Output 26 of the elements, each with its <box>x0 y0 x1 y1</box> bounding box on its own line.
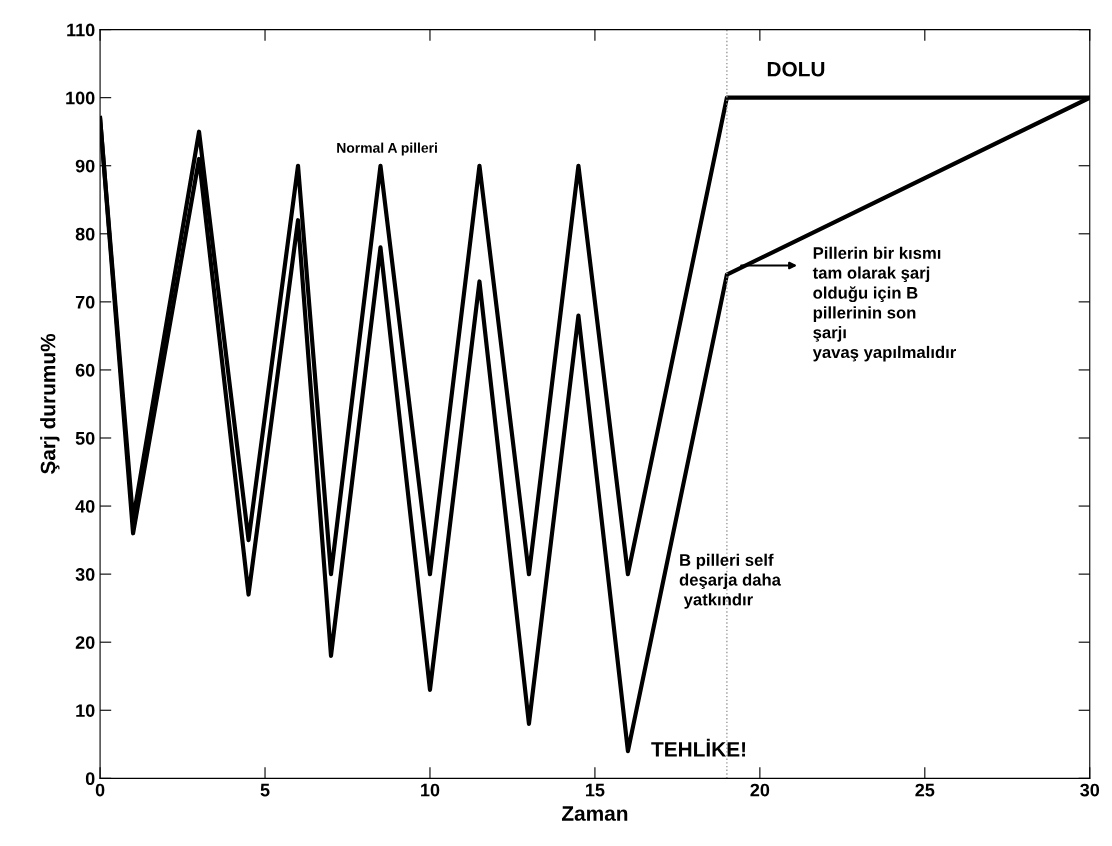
x-tick-label: 30 <box>1080 783 1100 797</box>
annotation: B pilleri self deşarja daha yatkındır <box>679 553 782 609</box>
x-tick-label: 20 <box>750 783 770 797</box>
y-tick-label: 50 <box>75 431 95 445</box>
x-tick-label: 15 <box>586 783 605 797</box>
y-tick-label: 10 <box>76 704 95 717</box>
y-tick-label: 40 <box>75 500 95 513</box>
y-tick-label: 0 <box>85 772 95 786</box>
x-tick-label: 5 <box>260 783 270 797</box>
y-tick-label: 30 <box>75 568 95 581</box>
annotation: Normal A pilleri <box>337 142 437 156</box>
y-tick-label: 70 <box>75 295 95 309</box>
y-tick-label: 60 <box>75 363 95 377</box>
x-tick-label: 0 <box>95 783 105 797</box>
x-axis-title: Zaman <box>561 806 628 821</box>
y-tick-label: 110 <box>67 23 95 37</box>
y-tick-label: 100 <box>66 91 95 105</box>
x-tick-label: 25 <box>915 783 935 797</box>
y-axis-title: Şarj durumu% <box>40 333 60 474</box>
annotation: TEHLİKE! <box>651 738 746 757</box>
annotation: Pillerin bir kısmı tam olarak şarj olduğu için B pillerinin son şarjı yavaş yapılmalıdır <box>812 246 956 362</box>
annotation: DOLU <box>767 61 825 77</box>
y-tick-label: 90 <box>75 159 95 173</box>
y-tick-label: 20 <box>75 636 95 649</box>
y-tick-label: 80 <box>75 227 95 241</box>
x-tick-label: 10 <box>421 783 440 797</box>
